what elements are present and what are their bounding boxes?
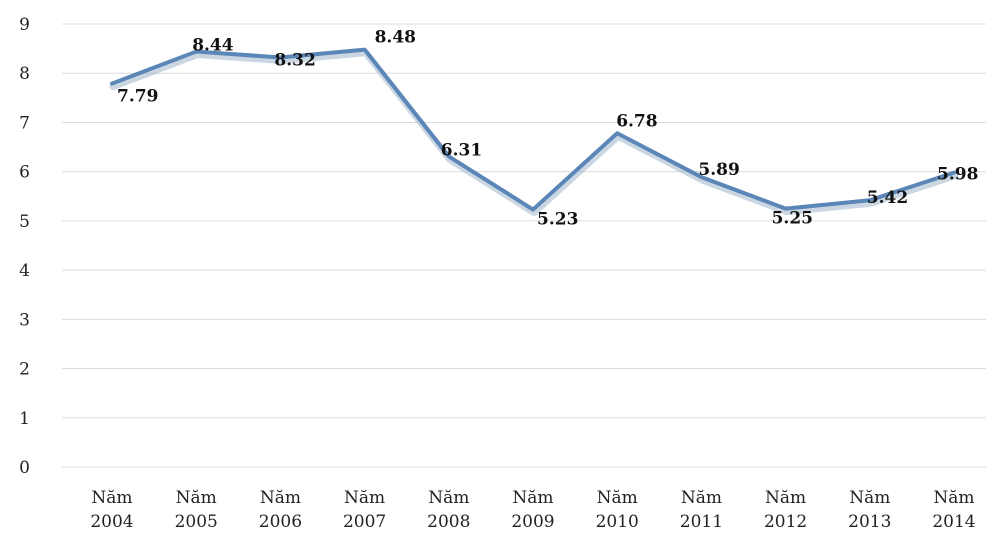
data-label: 7.79 bbox=[117, 87, 158, 107]
x-tick-label: Năm 2014 bbox=[932, 488, 975, 532]
data-label: 6.78 bbox=[616, 111, 657, 131]
x-tick-label: Năm 2010 bbox=[596, 488, 639, 532]
x-tick-label: Năm 2005 bbox=[175, 488, 218, 532]
x-tick-label: Năm 2007 bbox=[343, 488, 386, 532]
x-tick-label: Năm 2006 bbox=[259, 488, 302, 532]
data-label: 8.48 bbox=[375, 28, 416, 48]
data-label: 5.23 bbox=[537, 210, 578, 230]
data-label: 5.98 bbox=[937, 165, 978, 185]
grid-layer bbox=[62, 23, 986, 468]
y-axis-ticks: 0 1 2 3 4 5 6 7 8 9 bbox=[19, 15, 30, 478]
data-label: 5.89 bbox=[698, 160, 739, 180]
data-label: 5.25 bbox=[772, 209, 813, 229]
series-line-shadow bbox=[109, 49, 959, 217]
series-layer bbox=[109, 47, 959, 217]
y-tick-label: 0 bbox=[19, 458, 30, 478]
y-tick-label: 5 bbox=[19, 212, 30, 232]
y-tick-label: 7 bbox=[19, 113, 30, 133]
data-label: 6.31 bbox=[441, 140, 482, 160]
x-tick-label: Năm 2009 bbox=[511, 488, 554, 532]
x-tick-label: Năm 2013 bbox=[848, 488, 891, 532]
x-tick-label: Năm 2008 bbox=[427, 488, 470, 532]
y-tick-label: 9 bbox=[19, 15, 30, 35]
y-tick-label: 6 bbox=[19, 163, 30, 183]
x-tick-label: Năm 2011 bbox=[680, 488, 723, 532]
data-label: 5.42 bbox=[867, 188, 908, 208]
data-label: 8.32 bbox=[274, 50, 315, 70]
y-tick-label: 2 bbox=[19, 360, 30, 380]
y-tick-label: 1 bbox=[19, 409, 30, 429]
y-tick-label: 4 bbox=[19, 261, 30, 281]
x-tick-label: Năm 2004 bbox=[90, 488, 133, 532]
data-label: 8.44 bbox=[192, 36, 234, 56]
data-labels: 7.79 8.44 8.32 8.48 6.31 5.23 6.78 5.89 5.25 5.42… bbox=[117, 28, 978, 230]
series-line bbox=[110, 47, 956, 212]
y-tick-label: 3 bbox=[19, 310, 30, 330]
x-tick-label: Năm 2012 bbox=[764, 488, 807, 532]
x-axis-ticks: Năm 2004 Năm 2005 Năm 2006 Năm 2007 Năm 2008 Năm 20… bbox=[90, 488, 975, 532]
y-tick-label: 8 bbox=[19, 64, 30, 84]
